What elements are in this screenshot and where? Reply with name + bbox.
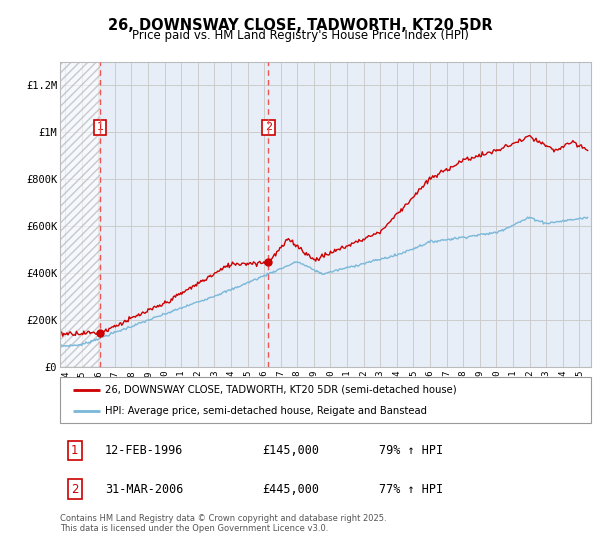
Text: 26, DOWNSWAY CLOSE, TADWORTH, KT20 5DR (semi-detached house): 26, DOWNSWAY CLOSE, TADWORTH, KT20 5DR (…	[105, 385, 457, 395]
Text: Price paid vs. HM Land Registry's House Price Index (HPI): Price paid vs. HM Land Registry's House …	[131, 29, 469, 42]
Text: 2: 2	[265, 122, 272, 132]
Text: 26, DOWNSWAY CLOSE, TADWORTH, KT20 5DR: 26, DOWNSWAY CLOSE, TADWORTH, KT20 5DR	[107, 18, 493, 33]
Text: Contains HM Land Registry data © Crown copyright and database right 2025.
This d: Contains HM Land Registry data © Crown c…	[60, 514, 386, 534]
Text: 2: 2	[71, 483, 79, 496]
Text: £445,000: £445,000	[262, 483, 319, 496]
Text: 31-MAR-2006: 31-MAR-2006	[105, 483, 184, 496]
Text: 12-FEB-1996: 12-FEB-1996	[105, 444, 184, 457]
Text: HPI: Average price, semi-detached house, Reigate and Banstead: HPI: Average price, semi-detached house,…	[105, 407, 427, 416]
Text: 77% ↑ HPI: 77% ↑ HPI	[379, 483, 443, 496]
Bar	[60, 62, 100, 367]
Text: 1: 1	[97, 122, 104, 132]
Text: £145,000: £145,000	[262, 444, 319, 457]
Text: 1: 1	[71, 444, 79, 457]
Text: 79% ↑ HPI: 79% ↑ HPI	[379, 444, 443, 457]
FancyBboxPatch shape	[60, 377, 591, 423]
